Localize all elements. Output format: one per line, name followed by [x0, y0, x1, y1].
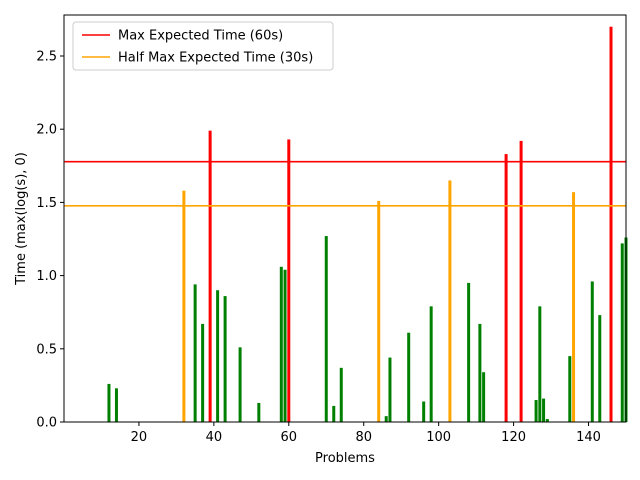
bar [609, 26, 613, 423]
bar [534, 400, 538, 422]
bar [388, 357, 392, 422]
bar [467, 282, 471, 422]
bar [332, 405, 336, 422]
bar [201, 323, 205, 422]
bar [182, 190, 186, 422]
bar [324, 236, 328, 422]
bar [377, 200, 381, 422]
y-axis: 0.0 0.5 1.0 1.5 2.0 2.5 [36, 49, 64, 431]
bar [538, 306, 542, 422]
y-tick-label: 1.5 [36, 196, 57, 211]
legend-label: Half Max Expected Time (30s) [118, 51, 313, 66]
axes-frame [63, 14, 627, 423]
y-tick-label: 1.0 [36, 269, 57, 284]
x-tick-label: 100 [426, 430, 451, 445]
bar [287, 139, 291, 422]
x-tick-label: 140 [576, 430, 601, 445]
x-tick-label: 60 [281, 430, 298, 445]
bar [223, 296, 227, 422]
bar [114, 388, 118, 422]
bar [384, 416, 388, 422]
plot-area [63, 14, 628, 423]
x-axis: 20 40 60 80 100 120 140 [131, 422, 601, 445]
y-tick-label: 0.5 [36, 342, 57, 357]
legend: Max Expected Time (60s) Half Max Expected… [72, 21, 334, 71]
bar [107, 383, 111, 422]
y-axis-title: Time (max(log(s), 0) [14, 152, 29, 286]
bar [598, 315, 602, 422]
x-tick-label: 40 [206, 430, 223, 445]
bar [193, 284, 197, 422]
bar [339, 367, 343, 422]
bar [407, 332, 411, 422]
bar [545, 419, 549, 422]
bar [620, 243, 624, 422]
bar [448, 180, 452, 422]
reference-lines [64, 160, 626, 207]
bar [572, 192, 576, 422]
y-tick-label: 0.0 [36, 416, 57, 431]
x-tick-label: 80 [355, 430, 372, 445]
bar [429, 306, 433, 422]
bar [208, 130, 212, 423]
x-axis-title: Problems [315, 451, 375, 466]
legend-box [72, 21, 334, 71]
bar [519, 140, 523, 422]
bar [279, 266, 283, 422]
y-tick-label: 2.0 [36, 123, 57, 138]
bar [422, 401, 426, 422]
bar [478, 323, 482, 422]
bar [568, 356, 572, 422]
bar [283, 269, 287, 422]
bar [590, 281, 594, 422]
legend-label: Max Expected Time (60s) [118, 29, 283, 44]
y-tick-label: 2.5 [36, 49, 57, 64]
bar [482, 372, 486, 422]
x-tick-label: 20 [131, 430, 148, 445]
bar [504, 154, 508, 422]
bar [238, 347, 242, 422]
bar [542, 398, 546, 422]
x-tick-label: 120 [501, 430, 526, 445]
bar [257, 402, 261, 422]
bar-group [107, 26, 628, 423]
bar [216, 290, 220, 422]
